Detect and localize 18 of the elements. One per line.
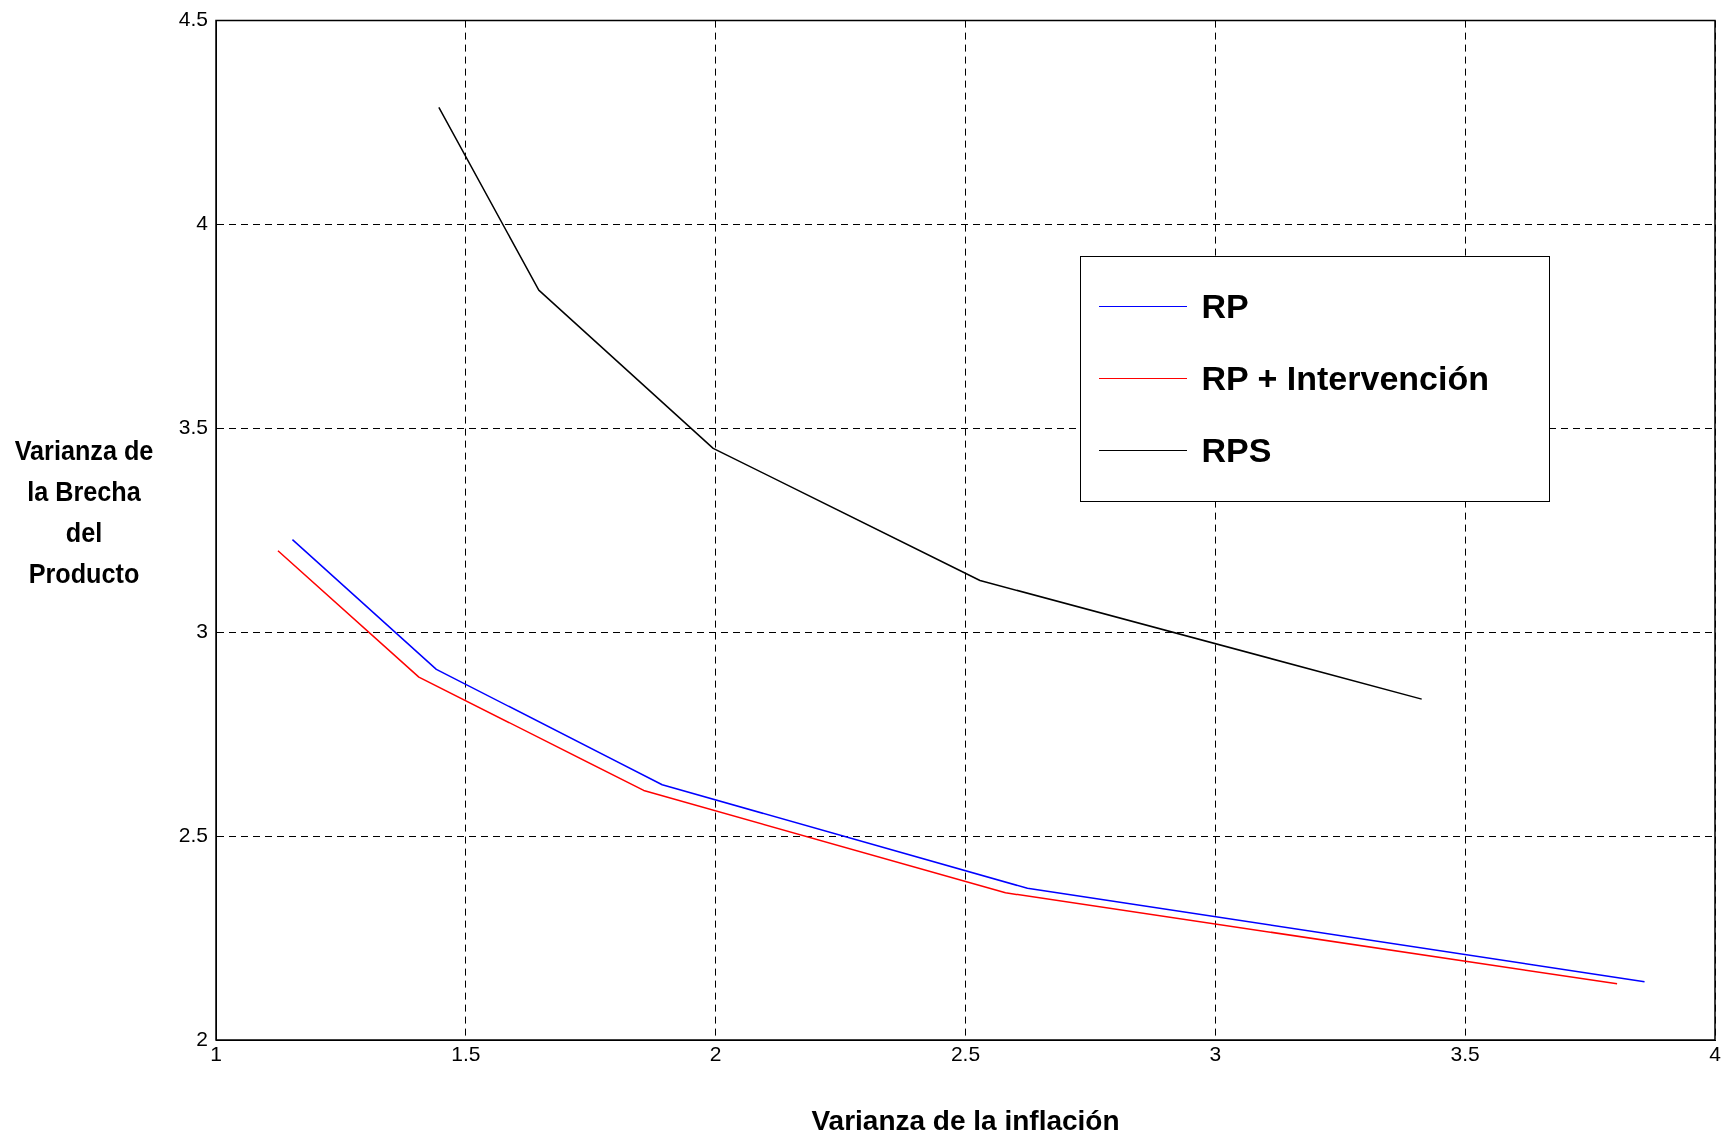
legend-label: RPS xyxy=(1201,431,1272,471)
y-tick-label: 2 xyxy=(196,1026,208,1050)
y-axis-title: Varianza de la Brecha del Producto xyxy=(13,434,155,591)
x-tick-label: 2.5 xyxy=(950,1042,981,1066)
x-tick-label: 3.5 xyxy=(1450,1042,1480,1066)
y-tick-label: 2.5 xyxy=(178,822,208,846)
legend-label: RP + Intervención xyxy=(1201,359,1489,399)
x-tick-label: 2 xyxy=(709,1042,722,1066)
y-tick-label: 3.5 xyxy=(178,415,208,439)
y-tick-label: 4.5 xyxy=(178,7,208,31)
x-tick-label: 3 xyxy=(1209,1042,1222,1066)
y-tick-label: 3 xyxy=(196,619,208,643)
x-tick-label: 4 xyxy=(1709,1042,1722,1066)
x-tick-label: 1 xyxy=(210,1042,222,1066)
legend-label: RP xyxy=(1201,287,1249,327)
x-tick-label: 1.5 xyxy=(451,1042,481,1066)
x-axis-title: Varianza de la inflación xyxy=(811,1104,1120,1136)
y-tick-label: 4 xyxy=(196,211,209,235)
